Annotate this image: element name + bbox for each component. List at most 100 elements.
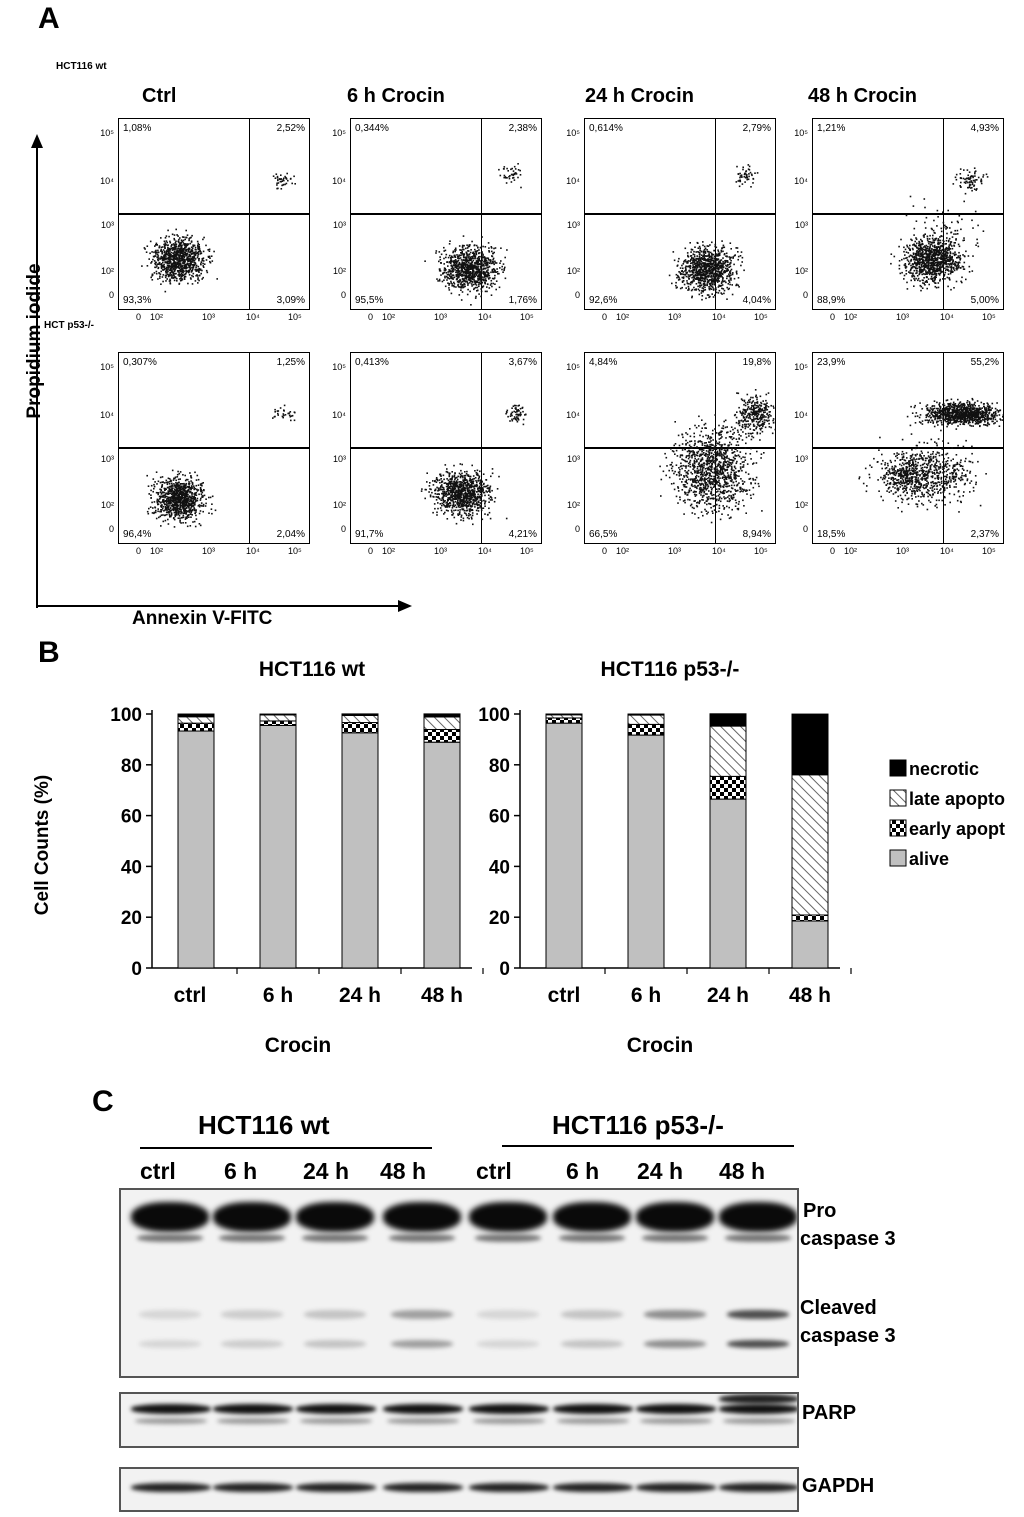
- blot-band: [391, 1340, 453, 1348]
- quadrant-percent-lr: 2,04%: [276, 529, 305, 540]
- blot-band: [642, 1234, 708, 1242]
- x-tick-label: 10²: [150, 312, 164, 322]
- y-tick-label: 80: [121, 756, 142, 777]
- y-tick-label: 10³: [100, 454, 114, 464]
- legend-label: late apopto: [909, 789, 1005, 809]
- gate-horizontal: [813, 213, 1003, 215]
- x-tick-label: 0: [368, 312, 374, 322]
- lane-label: 24 h: [303, 1158, 350, 1184]
- y-tick-label: 10²: [794, 500, 808, 510]
- chart-group-title: HCT116 wt: [259, 658, 365, 681]
- x-tick-label: 10³: [434, 546, 448, 556]
- blot-band: [296, 1483, 376, 1492]
- label-cleaved-caspase3: caspase 3: [800, 1325, 896, 1347]
- bar-segment-early-apoptotic: [259, 720, 297, 726]
- category-label: 6 h: [631, 984, 661, 1007]
- y-tick-label: 10³: [566, 220, 580, 230]
- lane-label: 6 h: [224, 1158, 258, 1184]
- blot-band: [719, 1483, 797, 1492]
- legend-label: alive: [909, 849, 949, 869]
- y-tick-label: 10³: [794, 454, 808, 464]
- blot-band: [636, 1404, 716, 1414]
- quadrant-percent-ur: 3,67%: [508, 357, 537, 368]
- quadrant-percent-ur: 2,79%: [742, 123, 771, 134]
- quadrant-percent-ll: 91,7%: [355, 529, 384, 540]
- category-label: ctrl: [548, 984, 581, 1007]
- blot-band: [636, 1483, 716, 1492]
- quadrant-percent-ll: 88,9%: [817, 295, 846, 306]
- legend-swatch: [889, 819, 907, 837]
- y-tick-label: 60: [489, 807, 510, 828]
- x-tick-label: 10⁴: [246, 312, 260, 322]
- blot-band: [469, 1202, 547, 1232]
- scatter-points: [146, 404, 296, 528]
- quadrant-percent-ul: 0,307%: [123, 357, 157, 368]
- x-tick-label: 10⁴: [478, 312, 492, 322]
- quadrant-percent-ll: 96,4%: [123, 529, 152, 540]
- y-tick-label: 10⁴: [100, 410, 114, 420]
- panel-b-letter: B: [38, 636, 60, 669]
- blot-band: [383, 1202, 461, 1232]
- quadrant-percent-lr: 4,04%: [742, 295, 771, 306]
- blot-band: [727, 1340, 789, 1348]
- blot-band: [725, 1234, 791, 1242]
- bar-segment-early-apoptotic: [341, 722, 379, 734]
- blot-band: [391, 1310, 453, 1319]
- y-tick-label: 10³: [794, 220, 808, 230]
- x-tick-label: 0: [136, 312, 142, 322]
- y-tick-label: 10⁴: [566, 176, 580, 186]
- y-tick-label: 0: [108, 290, 114, 300]
- chart-group-title: HCT116 p53-/-: [601, 658, 740, 681]
- y-tick-label: 10²: [566, 266, 580, 276]
- gate-horizontal: [119, 213, 309, 215]
- bar-segment-early-apoptotic: [423, 728, 461, 743]
- blot-band: [644, 1340, 706, 1348]
- blot-band: [389, 1234, 455, 1242]
- blot-band: [296, 1202, 374, 1232]
- scatter-points: [420, 404, 527, 526]
- y-tick-label: 10⁵: [100, 128, 114, 138]
- x-tick-label: 10²: [382, 312, 396, 322]
- quadrant-percent-ul: 0,614%: [589, 123, 623, 134]
- quadrant-percent-ur: 55,2%: [970, 357, 999, 368]
- bar-segment-early-apoptotic: [627, 723, 665, 736]
- lane-label: ctrl: [476, 1158, 512, 1184]
- lane-label: 48 h: [719, 1158, 766, 1184]
- y-tick-label: 40: [489, 857, 510, 878]
- quadrant-percent-ul: 23,9%: [817, 357, 846, 368]
- blot-band: [561, 1310, 623, 1319]
- x-tick-label: 10⁵: [754, 546, 768, 556]
- blot-band: [469, 1483, 549, 1492]
- y-tick-label: 10⁴: [794, 410, 808, 420]
- bar-segment-alive: [791, 920, 829, 969]
- chart-y-axis-label: Cell Counts (%): [32, 775, 53, 915]
- bar-segment-early-apoptotic: [177, 722, 215, 732]
- y-tick-label: 10²: [332, 266, 346, 276]
- y-tick-label: 10⁴: [794, 176, 808, 186]
- blot-band: [131, 1404, 211, 1414]
- bar-segment-alive: [627, 734, 665, 969]
- quadrant-percent-lr: 1,76%: [508, 295, 537, 306]
- lane-label: 24 h: [637, 1158, 684, 1184]
- label-cleaved: Cleaved: [800, 1297, 877, 1319]
- bar-segment-necrotic: [545, 713, 583, 716]
- blot-band: [139, 1310, 201, 1319]
- bar-segment-alive: [545, 722, 583, 969]
- quadrant-percent-ur: 19,8%: [742, 357, 771, 368]
- x-tick-label: 10²: [382, 546, 396, 556]
- blot-band: [304, 1310, 366, 1319]
- blot-band: [475, 1234, 541, 1242]
- y-tick-label: 10²: [100, 266, 114, 276]
- quadrant-percent-ur: 4,93%: [970, 123, 999, 134]
- y-tick-label: 60: [121, 807, 142, 828]
- blot-band: [221, 1310, 283, 1319]
- bar-segment-late-apoptotic: [423, 716, 461, 730]
- blot-parp: [119, 1392, 799, 1448]
- x-tick-label: 10⁵: [982, 312, 996, 322]
- bar-segment-alive: [709, 798, 747, 969]
- category-label: 24 h: [339, 984, 381, 1007]
- blot-band: [219, 1234, 285, 1242]
- flow-plot: 0,413% 3,67% 91,7% 4,21%: [350, 352, 542, 544]
- x-tick-label: 10⁵: [754, 312, 768, 322]
- y-tick-label: 0: [574, 290, 580, 300]
